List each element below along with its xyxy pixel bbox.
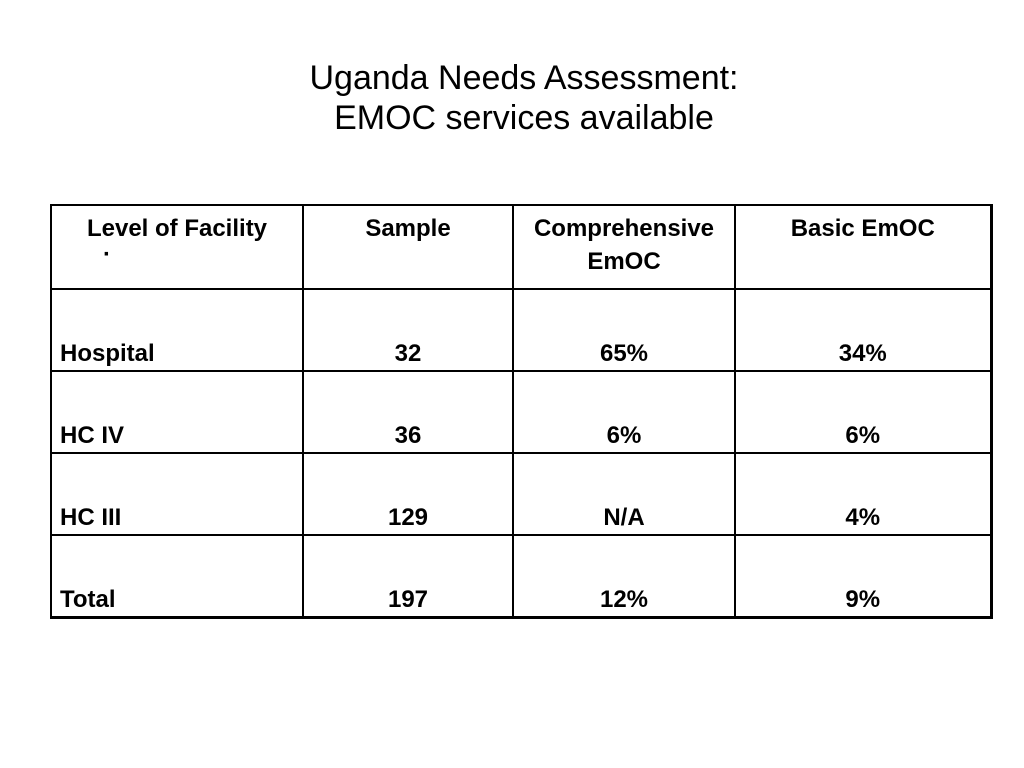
header-sample: Sample [302, 204, 514, 290]
cell-level: HC III [50, 452, 304, 536]
slide-title: Uganda Needs Assessment: EMOC services a… [0, 58, 1024, 138]
cell-sample: 197 [302, 534, 514, 618]
cell-basic: 4% [734, 452, 992, 536]
slide-title-line-1: Uganda Needs Assessment: [309, 59, 739, 97]
header-level-of-facility: Level of Facility · [50, 204, 304, 290]
cell-basic: 34% [734, 288, 992, 372]
table-header: Level of Facility · Sample Comprehensive… [50, 204, 992, 290]
cell-level: Total [50, 534, 304, 618]
emoc-services-table: Level of Facility · Sample Comprehensive… [50, 204, 993, 619]
header-basic-label: Basic EmOC [790, 215, 935, 242]
cell-level: Hospital [50, 288, 304, 372]
cell-comprehensive: 12% [512, 534, 736, 618]
slide-title-line-2: EMOC services available [334, 99, 714, 137]
cell-comprehensive: N/A [512, 452, 736, 536]
table-row-hc-iv: HC IV 36 6% 6% [50, 370, 992, 454]
header-basic-emoc: Basic EmOC [734, 204, 992, 290]
header-level-marker: · [103, 241, 111, 268]
cell-level: HC IV [50, 370, 304, 454]
header-level-label: Level of Facility [86, 215, 268, 242]
table-row-hc-iii: HC III 129 N/A 4% [50, 452, 992, 536]
cell-sample: 129 [302, 452, 514, 536]
table-body: Hospital 32 65% 34% HC IV 36 6% 6% HC II… [50, 288, 992, 618]
header-sample-label: Sample [365, 215, 451, 242]
cell-comprehensive: 65% [512, 288, 736, 372]
cell-basic: 9% [734, 534, 992, 618]
header-comprehensive-line-2: EmOC [587, 248, 661, 275]
header-row: Level of Facility · Sample Comprehensive… [50, 204, 992, 290]
header-comprehensive-line-1: Comprehensive [533, 215, 715, 242]
table-row-total: Total 197 12% 9% [50, 534, 992, 618]
cell-sample: 32 [302, 288, 514, 372]
cell-sample: 36 [302, 370, 514, 454]
cell-basic: 6% [734, 370, 992, 454]
cell-comprehensive: 6% [512, 370, 736, 454]
table-row-hospital: Hospital 32 65% 34% [50, 288, 992, 372]
header-comprehensive-emoc: Comprehensive EmOC [512, 204, 736, 290]
